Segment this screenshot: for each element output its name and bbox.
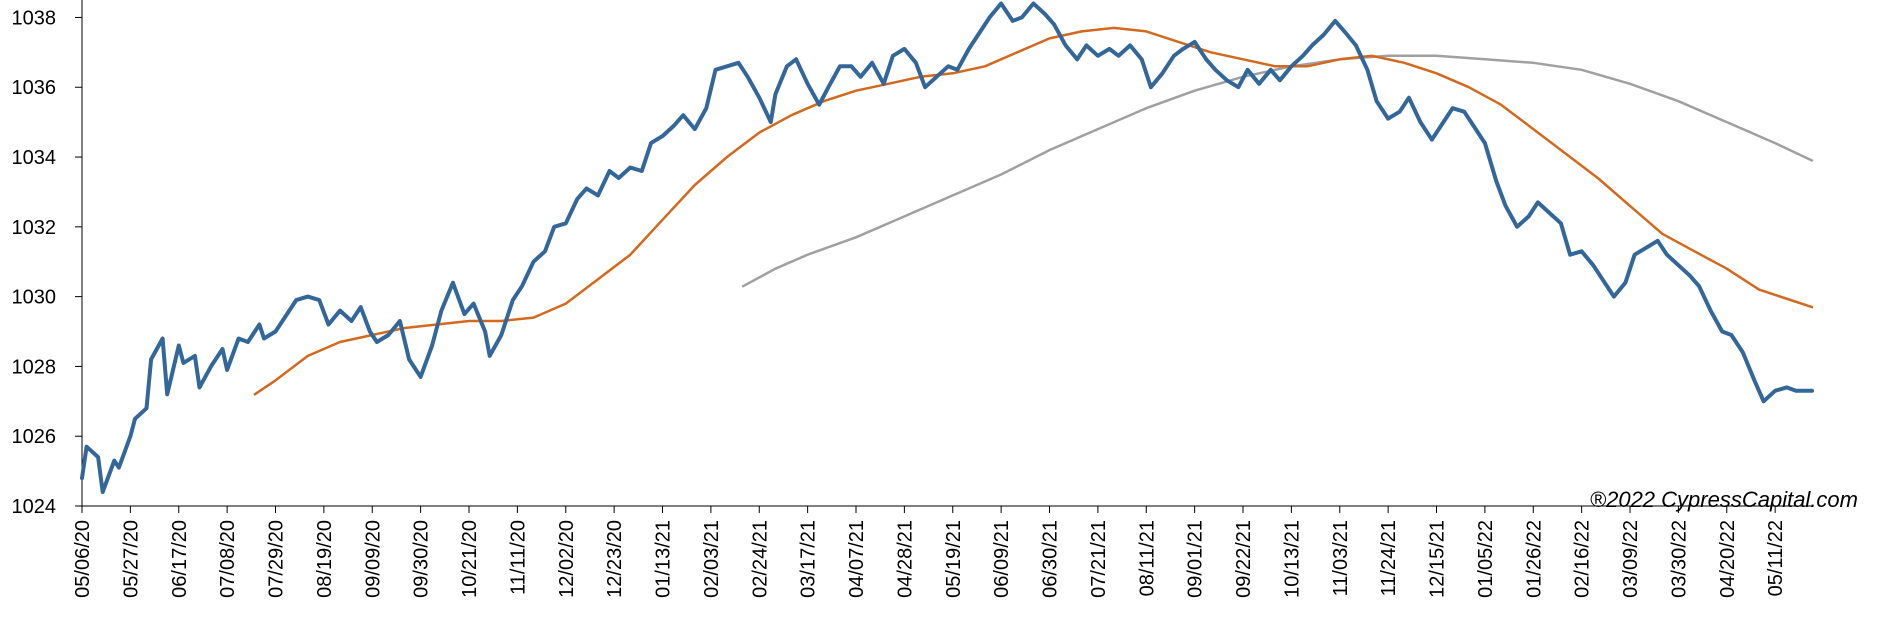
x-tick-label: 11/03/21	[1330, 520, 1352, 596]
x-tick-label: 04/20/22	[1717, 520, 1739, 598]
y-tick-label: 1032	[12, 217, 57, 239]
x-tick-label: 02/16/22	[1572, 520, 1594, 598]
x-tick-label: 12/23/20	[604, 520, 626, 598]
series-line-1	[80, 1, 1814, 494]
y-tick-label: 1024	[12, 496, 57, 518]
y-tick-label: 1034	[12, 147, 57, 169]
x-tick-label: 09/01/21	[1185, 520, 1207, 598]
x-tick-label: 06/17/20	[169, 520, 191, 598]
x-tick-label: 02/24/21	[749, 520, 771, 598]
y-axis: 1024 1026 1028 1030 1032 1034 1036 1038	[12, 0, 83, 518]
y-tick-label: 1038	[12, 7, 57, 29]
x-tick-label: 11/24/21	[1378, 520, 1400, 596]
x-tick-label: 04/07/21	[846, 520, 868, 598]
x-tick-label: 08/19/20	[314, 520, 336, 598]
y-tick-label: 1036	[12, 77, 57, 99]
x-tick-label: 11/11/20	[507, 520, 529, 595]
x-tick-label: 03/30/22	[1668, 520, 1690, 598]
x-tick-label: 10/13/21	[1281, 520, 1303, 598]
x-tick-label: 02/03/21	[701, 520, 723, 598]
series-line-3	[741, 54, 1814, 288]
x-tick-label: 05/06/20	[72, 520, 94, 598]
x-tick-label: 01/05/22	[1475, 520, 1497, 598]
x-tick-label: 09/22/21	[1233, 520, 1255, 598]
y-tick-label: 1028	[12, 356, 57, 378]
y-tick-label: 1030	[12, 287, 57, 309]
copyright-text: ®2022 CypressCapital.com	[1590, 487, 1858, 512]
x-tick-label: 04/28/21	[894, 520, 916, 598]
x-tick-label: 09/30/20	[411, 520, 433, 598]
series-line-2	[253, 26, 1814, 396]
x-tick-label: 03/17/21	[798, 520, 820, 598]
x-tick-label: 06/30/21	[1040, 520, 1062, 598]
x-tick-label: 01/13/21	[653, 520, 675, 598]
x-tick-label: 01/26/22	[1523, 520, 1545, 598]
y-tick-label: 1026	[12, 426, 57, 448]
x-tick-label: 06/09/21	[991, 520, 1013, 598]
x-tick-label: 05/27/20	[120, 520, 142, 598]
x-tick-label: 09/09/20	[362, 520, 384, 598]
x-tick-label: 07/21/21	[1088, 520, 1110, 598]
series-layer	[80, 1, 1814, 494]
x-axis: 05/06/20 05/27/20 06/17/20 07/08/20 07/29/20…	[72, 505, 1812, 598]
x-tick-label: 05/11/22	[1765, 520, 1787, 596]
x-tick-label: 03/09/22	[1620, 520, 1642, 598]
x-tick-label: 12/02/20	[556, 520, 578, 598]
x-tick-label: 08/11/21	[1136, 520, 1158, 596]
x-tick-label: 05/19/21	[943, 520, 965, 598]
x-tick-label: 12/15/21	[1427, 520, 1449, 598]
x-tick-label: 07/08/20	[217, 520, 239, 598]
x-tick-label: 10/21/20	[459, 520, 481, 598]
x-tick-label: 07/29/20	[266, 520, 288, 598]
